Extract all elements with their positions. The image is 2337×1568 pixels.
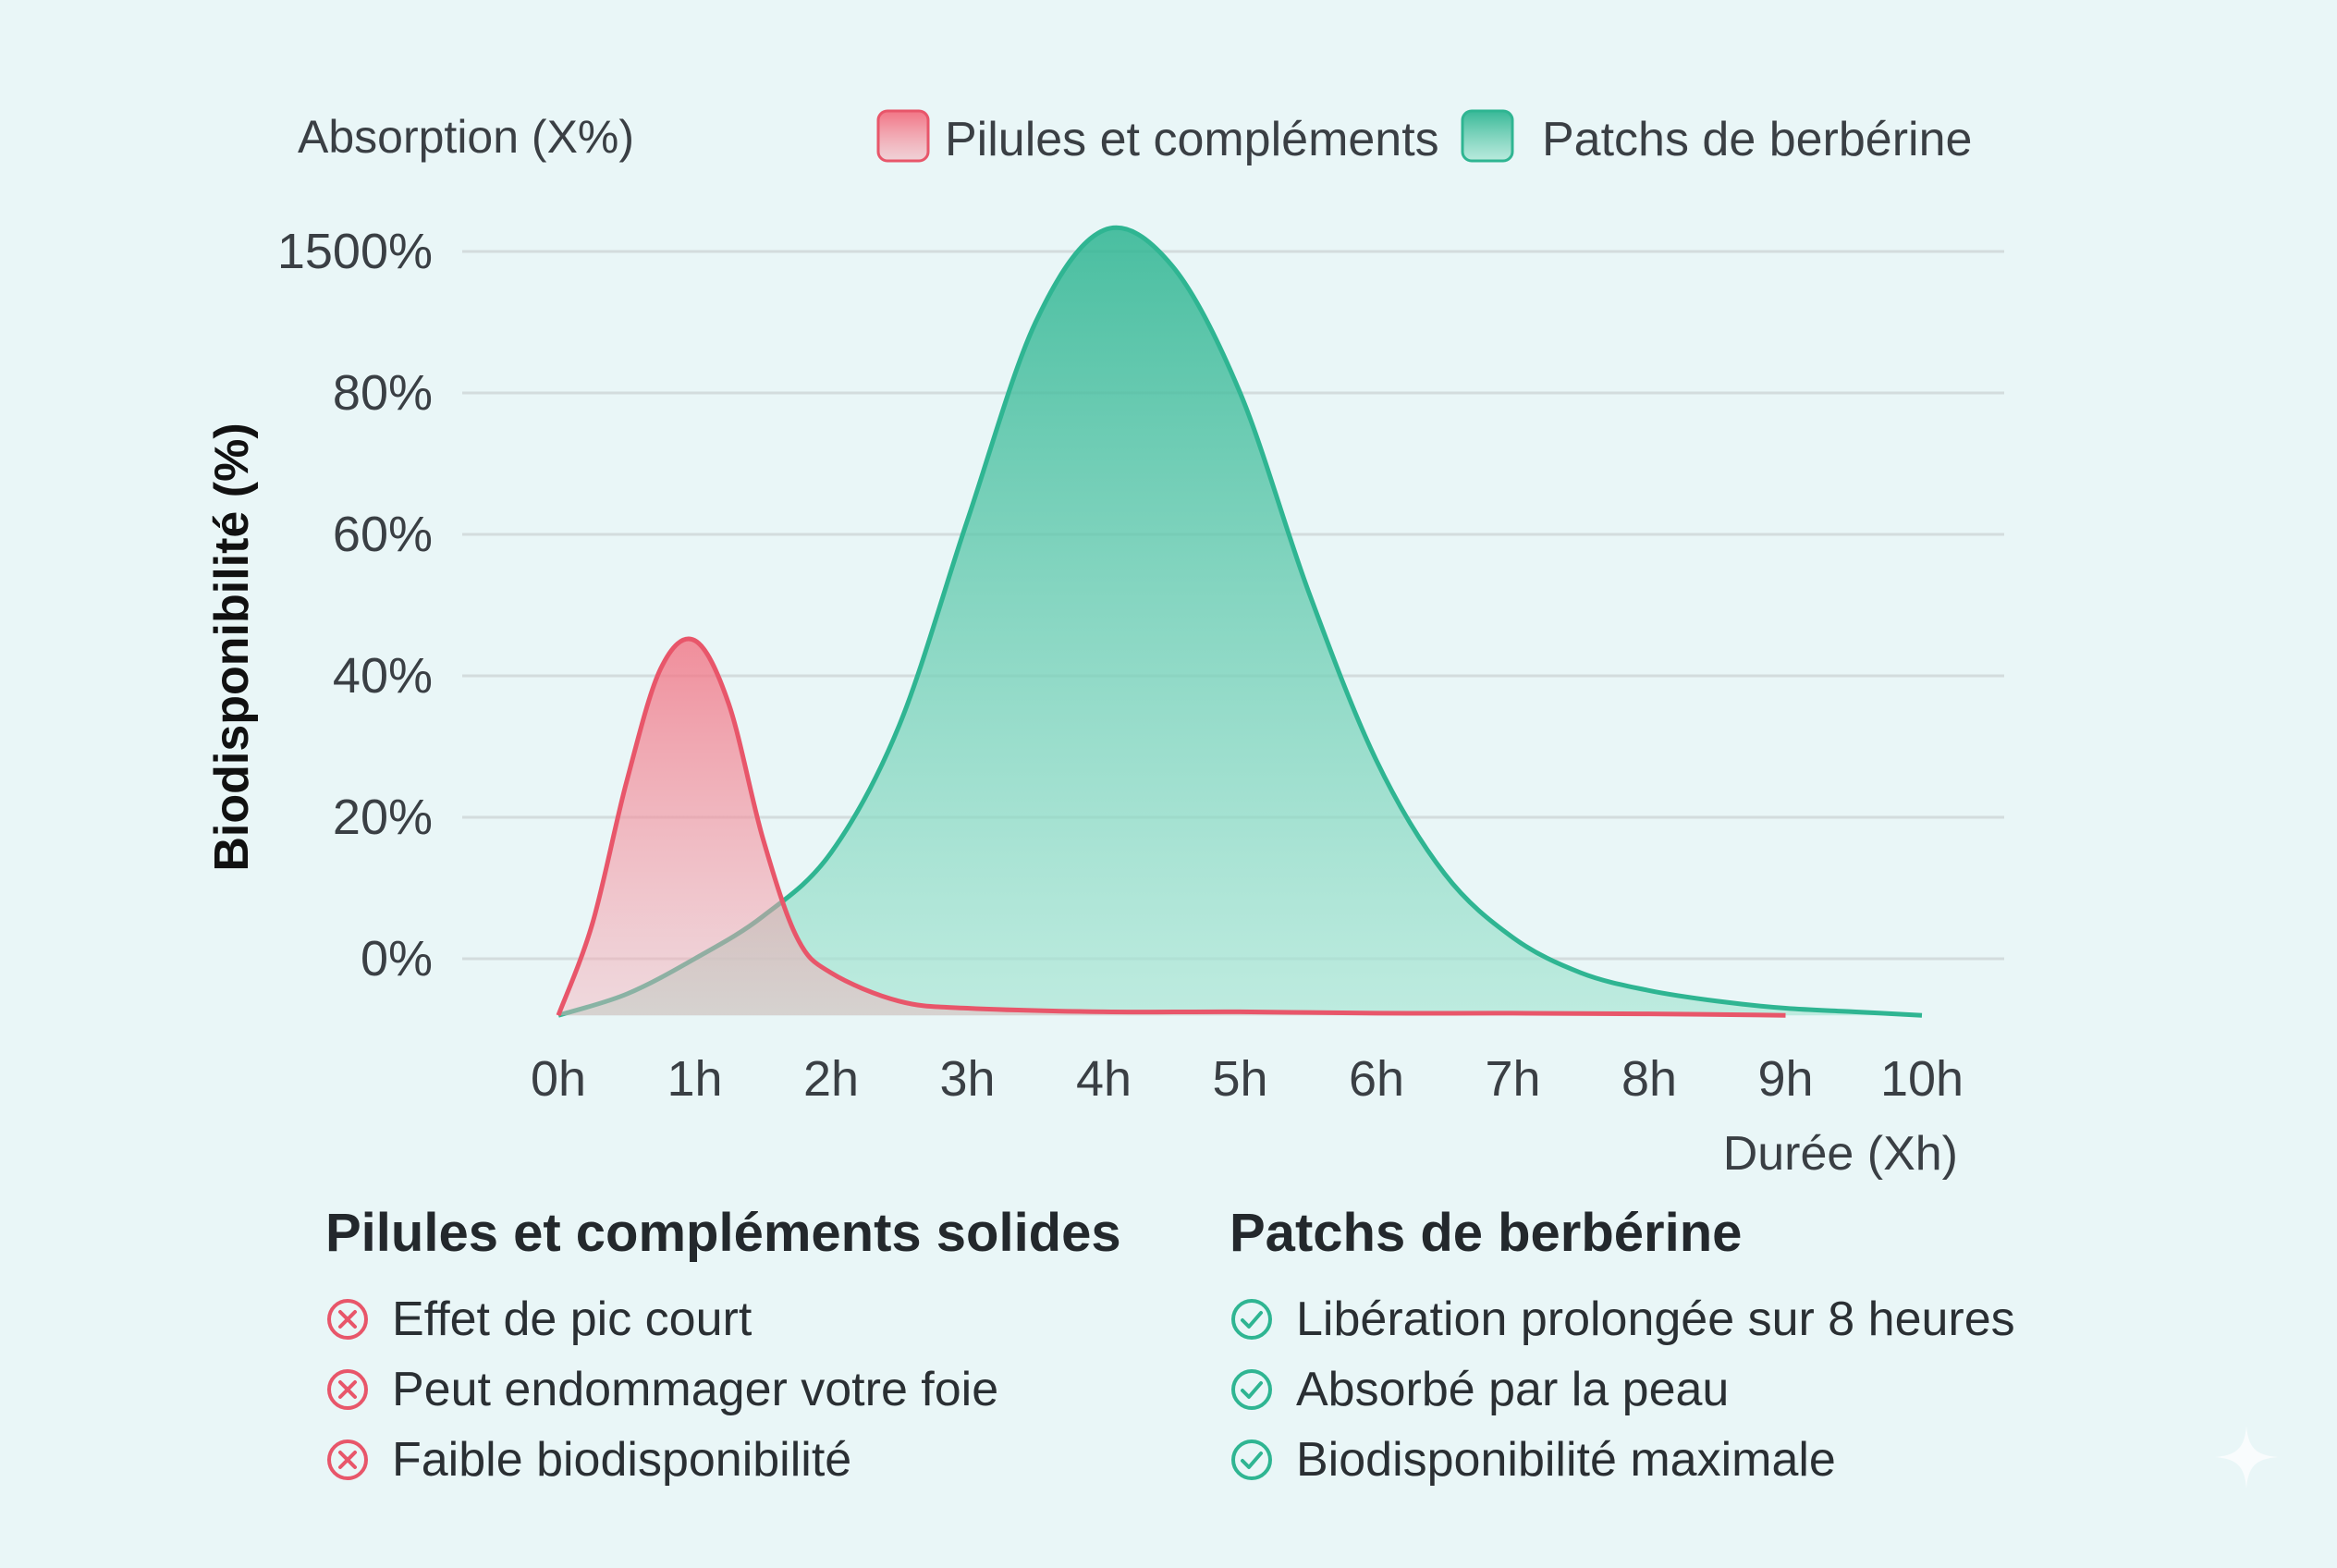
pills-item-label: Faible biodisponibilité — [392, 1433, 852, 1487]
x-circle-icon — [327, 1439, 368, 1480]
x-tick-label: 8h — [1621, 1051, 1677, 1107]
sparkle-icon — [2215, 1426, 2278, 1488]
series-patch-area — [558, 227, 1922, 1016]
patch-section-title: Patchs de berbérine — [1230, 1203, 1743, 1263]
x-tick-label: 4h — [1076, 1051, 1132, 1107]
x-tick-label: 2h — [803, 1051, 859, 1107]
x-tick-label: 6h — [1349, 1051, 1404, 1107]
x-circle-icon — [327, 1369, 368, 1410]
bioavailability-chart: 0% 20% 40% 60% 80% 1500% 0h 1h 2h 3h 4h 5h 6h 7h 8h 9h… — [205, 109, 2004, 1181]
series-layer — [556, 225, 1923, 1018]
series-pills-area — [558, 639, 1786, 1016]
patch-item-label: Biodisponibilité maximale — [1296, 1433, 1836, 1487]
x-axis-label: Durée (Xh) — [1723, 1127, 1958, 1181]
x-tick-label: 1h — [667, 1051, 722, 1107]
x-tick-label: 10h — [1880, 1051, 1964, 1107]
y-tick-label: 80% — [333, 365, 433, 421]
x-tick-label: 5h — [1212, 1051, 1267, 1107]
list-item: Faible biodisponibilité — [325, 1425, 1121, 1495]
list-item: Peut endommager votre foie — [325, 1354, 1121, 1425]
patch-item-label: Libération prolongée sur 8 heures — [1296, 1292, 2015, 1346]
y-tick-label: 20% — [333, 790, 433, 845]
patch-section: Patchs de berbérine Libération prolongée… — [1230, 1202, 2015, 1495]
legend-swatch-patch — [1461, 109, 1514, 163]
series-pills-line — [556, 636, 1786, 1018]
y-tick-label: 60% — [333, 507, 433, 562]
patch-item-label: Absorbé par la peau — [1296, 1363, 1730, 1416]
pills-item-label: Effet de pic court — [392, 1292, 752, 1346]
x-circle-icon — [327, 1299, 368, 1340]
x-tick-label: 0h — [531, 1051, 586, 1107]
legend: Pilules et compléments Patchs de berbéri… — [876, 109, 1972, 166]
list-item: Absorbé par la peau — [1230, 1354, 2015, 1425]
list-item: Effet de pic court — [325, 1284, 1121, 1354]
y-tick-label: 40% — [333, 648, 433, 704]
y-axis-ticks: 0% 20% 40% 60% 80% 1500% — [277, 224, 433, 986]
series-patch-line — [557, 225, 1923, 1018]
legend-label-pills: Pilules et compléments — [945, 113, 1439, 166]
x-tick-label: 3h — [939, 1051, 995, 1107]
legend-label-patch: Patchs de berbérine — [1542, 113, 1972, 166]
y-axis-top-title: Absorption (X%) — [298, 111, 634, 163]
x-tick-label: 9h — [1757, 1051, 1813, 1107]
x-axis-ticks: 0h 1h 2h 3h 4h 5h 6h 7h 8h 9h 10h — [531, 1051, 1964, 1107]
pills-item-label: Peut endommager votre foie — [392, 1363, 999, 1416]
list-item: Libération prolongée sur 8 heures — [1230, 1284, 2015, 1354]
y-tick-label: 0% — [361, 931, 433, 986]
check-circle-icon — [1231, 1369, 1272, 1410]
legend-swatch-pills — [876, 109, 930, 163]
check-circle-icon — [1231, 1299, 1272, 1340]
x-tick-label: 7h — [1485, 1051, 1540, 1107]
pills-section-title: Pilules et compléments solides — [325, 1203, 1121, 1263]
y-axis-label: Biodisponibilité (%) — [205, 423, 259, 871]
pills-section: Pilules et compléments solides Effet de … — [325, 1202, 1121, 1495]
list-item: Biodisponibilité maximale — [1230, 1425, 2015, 1495]
y-tick-label: 1500% — [277, 224, 433, 279]
check-circle-icon — [1231, 1439, 1272, 1480]
